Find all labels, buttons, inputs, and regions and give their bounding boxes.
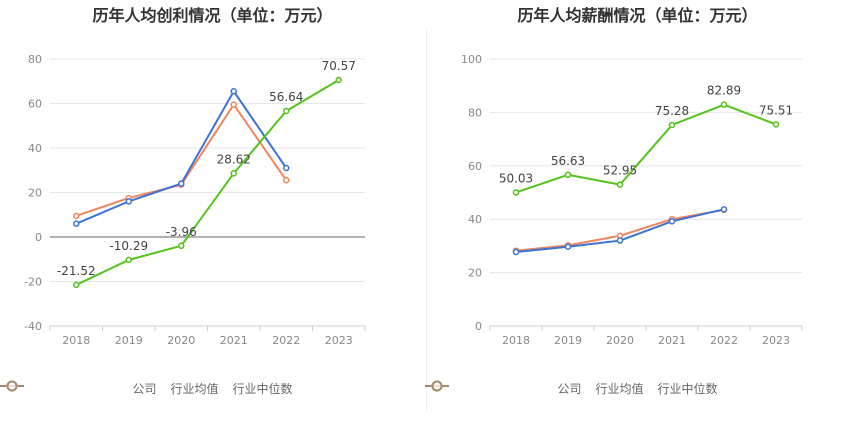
data-label: 75.51 <box>759 103 793 117</box>
x-tick-label: 2018 <box>62 334 90 347</box>
salary-line-chart: 0 20 40 60 80 100 2018 2019 2020 2021 2022 2023 50.0… <box>461 53 803 347</box>
data-point <box>73 281 80 289</box>
legend-label: 行业中位数 <box>232 382 293 396</box>
data-label: -10.29 <box>109 239 148 253</box>
data-point <box>668 218 676 225</box>
data-point <box>512 189 520 196</box>
data-point <box>668 121 676 129</box>
x-tick-label: 2020 <box>606 334 634 347</box>
x-tick-label: 2021 <box>658 334 686 347</box>
chart-title: 历年人均创利情况（单位：万元） <box>92 6 333 25</box>
chart-panel-profit: 历年人均创利情况（单位：万元） -40 -20 0 20 40 60 80 2018 2019 2… <box>0 6 425 397</box>
data-point <box>772 121 780 128</box>
profit-line-chart: -40 -20 0 20 40 60 80 2018 2019 2020 2021 2022 2023 -… <box>24 53 366 347</box>
data-point <box>230 170 237 177</box>
data-label: 50.03 <box>499 171 533 185</box>
x-tick-label: 2018 <box>502 334 530 347</box>
data-point <box>335 76 342 84</box>
legend-item[interactable]: 行业中位数 <box>0 380 293 397</box>
data-label: 75.28 <box>655 104 689 118</box>
data-point <box>512 248 520 256</box>
chart-legend: 公司 行业均值 行业中位数 <box>0 380 425 397</box>
series-line-0 <box>515 103 777 194</box>
data-label: 82.89 <box>707 84 741 98</box>
data-point <box>125 256 132 264</box>
legend-label: 行业均值 <box>170 382 219 396</box>
data-point <box>564 171 572 179</box>
y-tick-label: 60 <box>468 160 482 173</box>
y-tick-label: 0 <box>475 320 482 333</box>
y-tick-label: 60 <box>28 98 42 111</box>
legend-item[interactable]: 公司 <box>0 380 157 397</box>
data-point <box>720 101 728 108</box>
data-label: -3.96 <box>166 225 197 239</box>
legend-label: 行业中位数 <box>657 382 718 396</box>
y-tick-label: 80 <box>28 53 42 66</box>
y-tick-label: 0 <box>35 231 42 244</box>
x-tick-label: 2022 <box>710 334 738 347</box>
data-label: 56.63 <box>551 154 585 168</box>
data-label: -21.52 <box>57 264 96 278</box>
data-point <box>178 180 185 187</box>
data-point <box>564 243 572 250</box>
legend-swatch-icon <box>0 380 24 392</box>
x-tick-label: 2022 <box>272 334 300 347</box>
panel-divider <box>426 30 427 410</box>
x-tick-label: 2023 <box>762 334 790 347</box>
data-point <box>73 212 80 220</box>
x-tick-label: 2023 <box>325 334 353 347</box>
chart-title: 历年人均薪酬情况（单位：万元） <box>517 6 758 25</box>
data-point <box>73 220 80 227</box>
data-point <box>125 198 132 205</box>
series-line-1 <box>515 208 725 254</box>
legend-item[interactable]: 行业均值 <box>0 380 219 397</box>
legend-label: 行业均值 <box>595 382 644 396</box>
series-line-0 <box>75 79 340 286</box>
data-point <box>283 177 290 184</box>
chart-panel-salary: 历年人均薪酬情况（单位：万元） 0 20 40 60 80 100 2018 2019 2020… <box>425 0 850 437</box>
legend-label: 公司 <box>132 382 157 396</box>
data-label: 70.57 <box>322 59 356 73</box>
data-point <box>720 206 728 213</box>
data-point <box>616 181 624 188</box>
chart-legend: 公司 行业均值 行业中位数 <box>425 380 850 397</box>
data-point <box>283 164 290 172</box>
y-tick-label: 100 <box>461 53 482 66</box>
y-tick-label: -20 <box>24 276 42 289</box>
data-label: 28.62 <box>217 152 251 166</box>
x-tick-label: 2020 <box>167 334 195 347</box>
y-tick-label: 40 <box>468 213 482 226</box>
data-point <box>616 237 624 244</box>
data-point <box>230 88 237 95</box>
x-tick-label: 2019 <box>115 334 143 347</box>
y-tick-label: 40 <box>28 142 42 155</box>
x-tick-label: 2021 <box>220 334 248 347</box>
data-point <box>283 107 290 115</box>
legend-swatch-icon <box>425 380 449 392</box>
y-tick-label: 20 <box>28 187 42 200</box>
data-label: 56.64 <box>269 90 303 104</box>
series-line-1 <box>75 89 288 225</box>
data-label: 52.95 <box>603 164 637 178</box>
y-tick-label: 80 <box>468 106 482 119</box>
legend-item[interactable]: 行业均值 <box>425 380 644 397</box>
x-tick-label: 2019 <box>554 334 582 347</box>
data-point <box>230 101 237 108</box>
legend-item[interactable]: 行业中位数 <box>425 380 718 397</box>
legend-label: 公司 <box>557 382 582 396</box>
y-tick-label: 20 <box>468 267 482 280</box>
y-tick-label: -40 <box>24 320 42 333</box>
data-point <box>178 242 185 250</box>
legend-item[interactable]: 公司 <box>425 380 582 397</box>
